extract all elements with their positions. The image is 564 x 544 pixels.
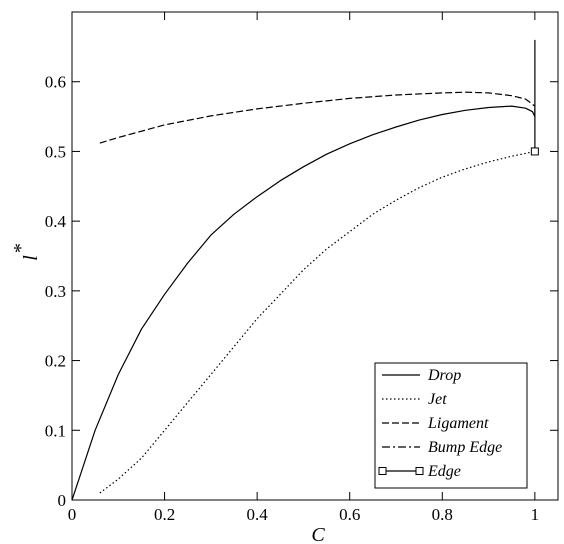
legend-label-drop: Drop (427, 367, 461, 384)
legend-marker-edge (378, 467, 387, 475)
series-drop-line (71, 105, 536, 501)
x-tick-label: 0.2 (154, 505, 175, 524)
x-tick-label: 0.8 (432, 505, 453, 524)
y-axis-label: l (20, 255, 42, 261)
y-axis-label-superscript: * (10, 244, 32, 254)
y-tick-label: 0.4 (45, 212, 67, 231)
series-layer (71, 39, 539, 501)
x-tick-label: 0 (68, 505, 77, 524)
y-tick-label: 0.2 (45, 352, 66, 371)
series-jet-line (99, 150, 536, 494)
y-axis-ticks: 0 0.1 0.2 0.3 0.4 0.5 0.6 (45, 73, 558, 510)
plot-frame (71, 11, 559, 501)
x-tick-label: 1 (531, 505, 540, 524)
x-tick-label: 0.6 (339, 505, 360, 524)
y-tick-label: 0.1 (45, 421, 66, 440)
y-tick-label: 0.5 (45, 142, 66, 161)
x-tick-label: 0.4 (247, 505, 269, 524)
legend-label-bump-edge: Bump Edge (428, 439, 502, 456)
legend-label-ligament: Ligament (427, 415, 489, 432)
legend: Drop Jet Ligament Bump Edge Edge (374, 362, 528, 489)
legend-items: Drop Jet Ligament Bump Edge Edge (378, 367, 502, 480)
legend-label-jet: Jet (428, 391, 447, 408)
y-axis-label-group: l * (10, 244, 42, 261)
y-tick-label: 0.6 (45, 73, 66, 92)
y-tick-label: 0 (58, 491, 67, 510)
series-ligament-line (99, 91, 536, 144)
x-axis-ticks: 0 0.2 0.4 0.6 0.8 1 (68, 12, 539, 524)
legend-box (374, 362, 528, 489)
series-edge-marker (530, 147, 539, 156)
legend-label-edge: Edge (427, 463, 461, 480)
legend-marker-edge (415, 467, 424, 475)
x-axis-label: C (311, 524, 325, 544)
y-tick-label: 0.3 (45, 282, 66, 301)
